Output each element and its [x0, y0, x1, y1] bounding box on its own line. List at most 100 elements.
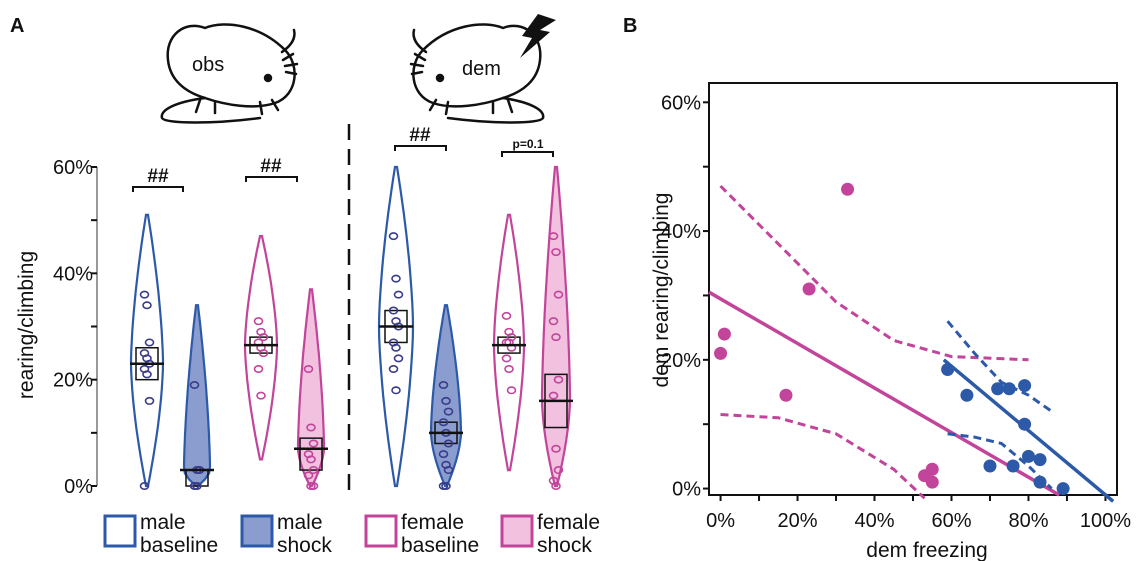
data-point-1-4 [192, 481, 202, 490]
b-x-tick-label: 80% [1008, 510, 1048, 532]
b-x-tick-label: 60% [931, 510, 971, 532]
violin-5 [429, 304, 463, 488]
lightning-bolt-icon [520, 14, 556, 58]
fit-line-0 [708, 290, 1061, 497]
data-point-2-2 [258, 333, 269, 342]
scatter-point-0-2 [779, 388, 793, 402]
data-point-4-3 [388, 306, 399, 315]
b-x-tick-label: 100% [1080, 510, 1131, 532]
ci-box-3 [299, 437, 323, 471]
scatter-point-0-3 [802, 282, 816, 296]
data-point-7-6 [548, 391, 559, 400]
data-point-3-2 [308, 439, 319, 448]
ci-lower-1 [947, 432, 1053, 490]
data-point-2-6 [253, 365, 264, 374]
scatter-point-1-0 [941, 362, 955, 376]
data-point-2-0 [253, 317, 264, 326]
legend-label-female-baseline-1: female [401, 511, 464, 534]
data-point-6-8 [506, 386, 517, 395]
b-x-tick-label: 0% [706, 510, 735, 532]
scatter-point-0-0 [714, 346, 728, 360]
legend: male baseline male shock female baseline… [103, 511, 600, 557]
data-point-7-10 [551, 481, 561, 490]
data-point-7-5 [553, 375, 564, 384]
data-point-7-8 [553, 466, 564, 475]
data-point-5-5 [443, 439, 454, 448]
data-point-2-7 [256, 391, 266, 400]
y-tick-label: 0% [64, 476, 93, 498]
legend-swatch-female-baseline [364, 514, 398, 548]
data-point-4-9 [388, 365, 399, 374]
b-y-tick-label: 0% [672, 479, 701, 501]
data-point-7-2 [553, 290, 564, 299]
significance-brackets [132, 145, 554, 192]
data-point-4-8 [393, 354, 404, 363]
y-tick-label: 60% [53, 157, 93, 179]
data-point-3-0 [303, 365, 314, 374]
data-point-4-2 [393, 290, 404, 299]
data-point-5-2 [443, 407, 454, 416]
data-point-4-10 [391, 386, 401, 395]
scatter-point-1-3 [991, 382, 1005, 396]
panel-b-y-axis-label: dem rearing/climbing [650, 193, 673, 388]
scatter-point-1-9 [1033, 453, 1047, 467]
mouse-obs-label: obs [192, 54, 224, 76]
data-point-5-0 [438, 380, 449, 389]
fit-line-1 [942, 358, 1115, 503]
scatter-point-1-4 [1002, 382, 1016, 396]
legend-label-male-baseline-2: baseline [140, 534, 218, 557]
data-point-7-3 [548, 317, 559, 326]
legend-label-male-baseline-1: male [140, 511, 186, 534]
b-y-tick-label: 60% [661, 92, 701, 114]
panel-b-x-axis-label: dem freezing [866, 539, 987, 561]
legend-swatch-male-baseline [103, 514, 137, 548]
legend-label-male-shock-1: male [277, 511, 323, 534]
ci-lower-0 [720, 413, 926, 500]
data-point-0-1 [142, 301, 152, 310]
data-point-0-2 [144, 338, 155, 347]
data-point-3-8 [308, 481, 319, 490]
b-x-tick-label: 40% [854, 510, 894, 532]
legend-label-female-shock-1: female [537, 511, 600, 534]
b-x-tick-label: 20% [778, 510, 818, 532]
data-point-4-7 [391, 343, 401, 352]
data-point-3-6 [303, 471, 314, 480]
legend-label-male-shock-2: shock [277, 534, 332, 557]
b-y-tick-label: 20% [661, 350, 701, 372]
legend-swatch-male-shock [240, 514, 274, 548]
violin-3 [296, 288, 326, 488]
panel-a-y-axis: 0% 20% 40% 60% [53, 157, 98, 498]
ci-upper-1 [946, 320, 1053, 413]
scatter-point-1-11 [1056, 482, 1070, 496]
panel-b-axes: 0% 20% 40% 60% 0% 20% 40% 60% 80% 100% [661, 92, 1131, 532]
scatter-point-0-6 [925, 462, 939, 476]
legend-label-female-shock-2: shock [537, 534, 592, 557]
panel-a-label: A [10, 15, 24, 37]
data-point-7-7 [551, 444, 561, 453]
legend-label-female-baseline-2: baseline [401, 534, 479, 557]
scatter-point-1-7 [1018, 417, 1032, 431]
data-point-7-1 [551, 248, 561, 257]
scatter-point-0-1 [717, 327, 731, 341]
panel-b-plot-frame [708, 82, 1118, 496]
panel-a-y-axis-label: rearing/climbing [15, 251, 38, 399]
data-point-5-3 [438, 418, 449, 427]
data-point-0-9 [139, 481, 150, 490]
sig-annotation-male-obs: ## [147, 166, 169, 187]
panel-b-scatter [708, 182, 1115, 503]
scatter-point-1-1 [960, 388, 974, 402]
mouse-dem-label: dem [462, 58, 501, 80]
data-point-3-4 [306, 455, 316, 464]
scatter-point-0-4 [841, 182, 855, 196]
data-point-0-8 [144, 396, 155, 405]
b-y-tick-label: 40% [661, 221, 701, 243]
panel-a-violins [129, 165, 573, 490]
data-point-2-5 [258, 349, 269, 358]
data-point-6-0 [501, 311, 512, 320]
data-point-0-7 [142, 370, 152, 379]
data-point-6-6 [501, 354, 512, 363]
scatter-point-1-6 [1018, 379, 1032, 393]
sig-annotation-male-dem: ## [409, 125, 431, 146]
data-point-7-0 [548, 232, 559, 241]
ci-upper-0 [719, 184, 1029, 362]
